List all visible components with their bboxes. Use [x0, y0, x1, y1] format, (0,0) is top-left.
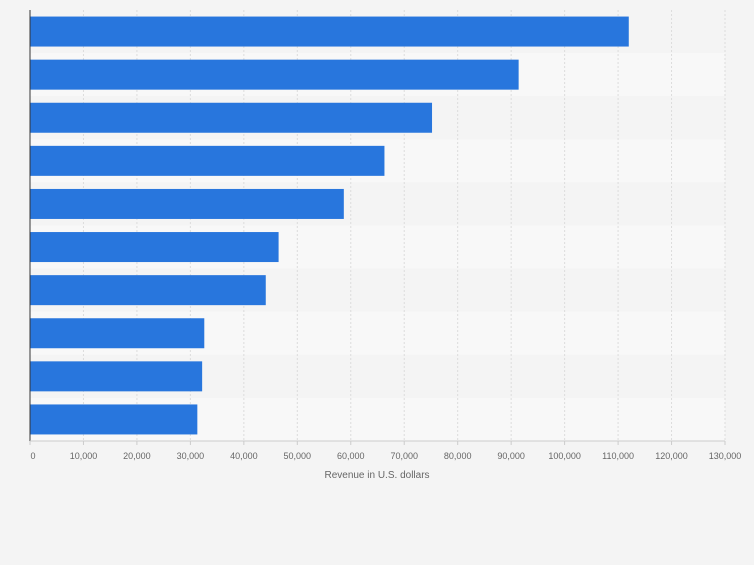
- axes: [29, 10, 725, 442]
- x-tick-label: 90,000: [497, 451, 525, 461]
- x-tick-label: 40,000: [230, 451, 258, 461]
- x-tick-label: 80,000: [444, 451, 472, 461]
- x-tick-label: 0: [30, 451, 35, 461]
- bar[interactable]: [30, 275, 266, 306]
- bar[interactable]: [30, 404, 198, 435]
- x-tick-label: 60,000: [337, 451, 365, 461]
- bar[interactable]: [30, 232, 279, 263]
- bar[interactable]: [30, 318, 205, 349]
- x-tick-label: 130,000: [709, 451, 742, 461]
- x-tick-label: 10,000: [70, 451, 98, 461]
- x-axis-label: Revenue in U.S. dollars: [324, 470, 429, 481]
- x-tick-label: 110,000: [602, 451, 634, 461]
- x-tick-label: 70,000: [390, 451, 418, 461]
- x-tick-label: 30,000: [177, 451, 205, 461]
- bar[interactable]: [30, 59, 519, 90]
- bars: [30, 16, 629, 435]
- x-tick-label: 50,000: [284, 451, 312, 461]
- bar[interactable]: [30, 361, 203, 392]
- x-tick-label: 100,000: [548, 451, 581, 461]
- x-tick-label: 20,000: [123, 451, 151, 461]
- bar[interactable]: [30, 16, 629, 47]
- x-tick-labels: 0 10,000 20,000 30,000 40,000 50,000 60,000 70,…: [29, 441, 742, 461]
- bar[interactable]: [30, 188, 344, 219]
- x-tick-label: 120,000: [655, 451, 688, 461]
- bar[interactable]: [30, 145, 385, 176]
- bar[interactable]: [30, 102, 433, 133]
